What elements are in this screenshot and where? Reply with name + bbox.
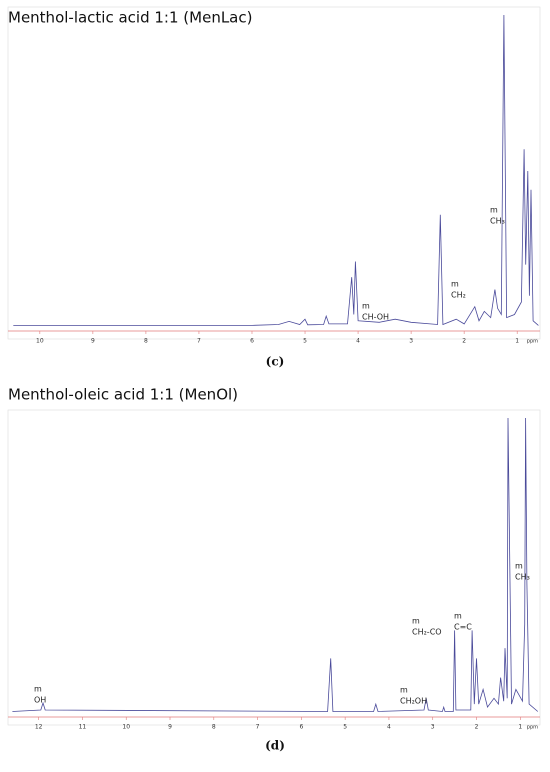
annotation-label: m (362, 302, 370, 311)
annotation-label: m (490, 206, 498, 215)
annotation-label: m (400, 686, 408, 695)
x-tick-label: 6 (299, 724, 303, 731)
x-tick-label: 1 (515, 338, 519, 345)
x-tick-label: 7 (197, 338, 201, 345)
x-tick-label: 10 (122, 724, 130, 731)
x-tick-label: 12 (35, 724, 43, 731)
annotation-sublabel: CH₂-CO (412, 628, 442, 637)
annotation-label: m (451, 280, 459, 289)
annotation-sublabel: CH₂ (451, 291, 466, 300)
annotation-label: m (34, 685, 42, 694)
spectrum-line (12, 417, 539, 712)
plot-frame (7, 409, 541, 726)
x-axis-label: ppm (527, 339, 538, 345)
annotation-sublabel: CH₂OH (400, 697, 427, 706)
x-tick-label: 8 (144, 338, 148, 345)
x-tick-label: 3 (431, 724, 435, 731)
annotation-sublabel: CH₃ (515, 573, 530, 582)
chart-title: Menthol-lactic acid 1:1 (MenLac) (8, 9, 252, 27)
annotation-sublabel: C=C (454, 623, 472, 632)
x-axis-label: ppm (527, 725, 538, 731)
x-tick-label: 2 (462, 338, 466, 345)
annotation-label: m (412, 617, 420, 626)
x-tick-label: 4 (356, 338, 360, 345)
x-tick-label: 4 (387, 724, 391, 731)
spectrum-line (13, 14, 539, 326)
x-tick-label: 5 (303, 338, 307, 345)
x-tick-label: 2 (475, 724, 479, 731)
annotation-label: m (515, 562, 523, 571)
chart-title: Menthol-oleic acid 1:1 (MenOl) (8, 386, 238, 404)
x-tick-label: 7 (256, 724, 260, 731)
x-tick-label: 11 (79, 724, 87, 731)
x-tick-label: 10 (36, 338, 44, 345)
caption: (d) (265, 739, 285, 753)
x-tick-label: 9 (91, 338, 95, 345)
x-tick-label: 6 (250, 338, 254, 345)
annotation-sublabel: CH-OH (362, 313, 389, 322)
x-tick-label: 8 (212, 724, 216, 731)
annotation-sublabel: CH₃ (490, 217, 505, 226)
annotation-sublabel: OH (34, 696, 46, 705)
x-tick-label: 5 (343, 724, 347, 731)
caption: (c) (266, 355, 285, 369)
plot-frame (7, 6, 541, 340)
x-tick-label: 3 (409, 338, 413, 345)
x-tick-label: 1 (518, 724, 522, 731)
annotation-label: m (454, 612, 462, 621)
x-tick-label: 9 (168, 724, 172, 731)
